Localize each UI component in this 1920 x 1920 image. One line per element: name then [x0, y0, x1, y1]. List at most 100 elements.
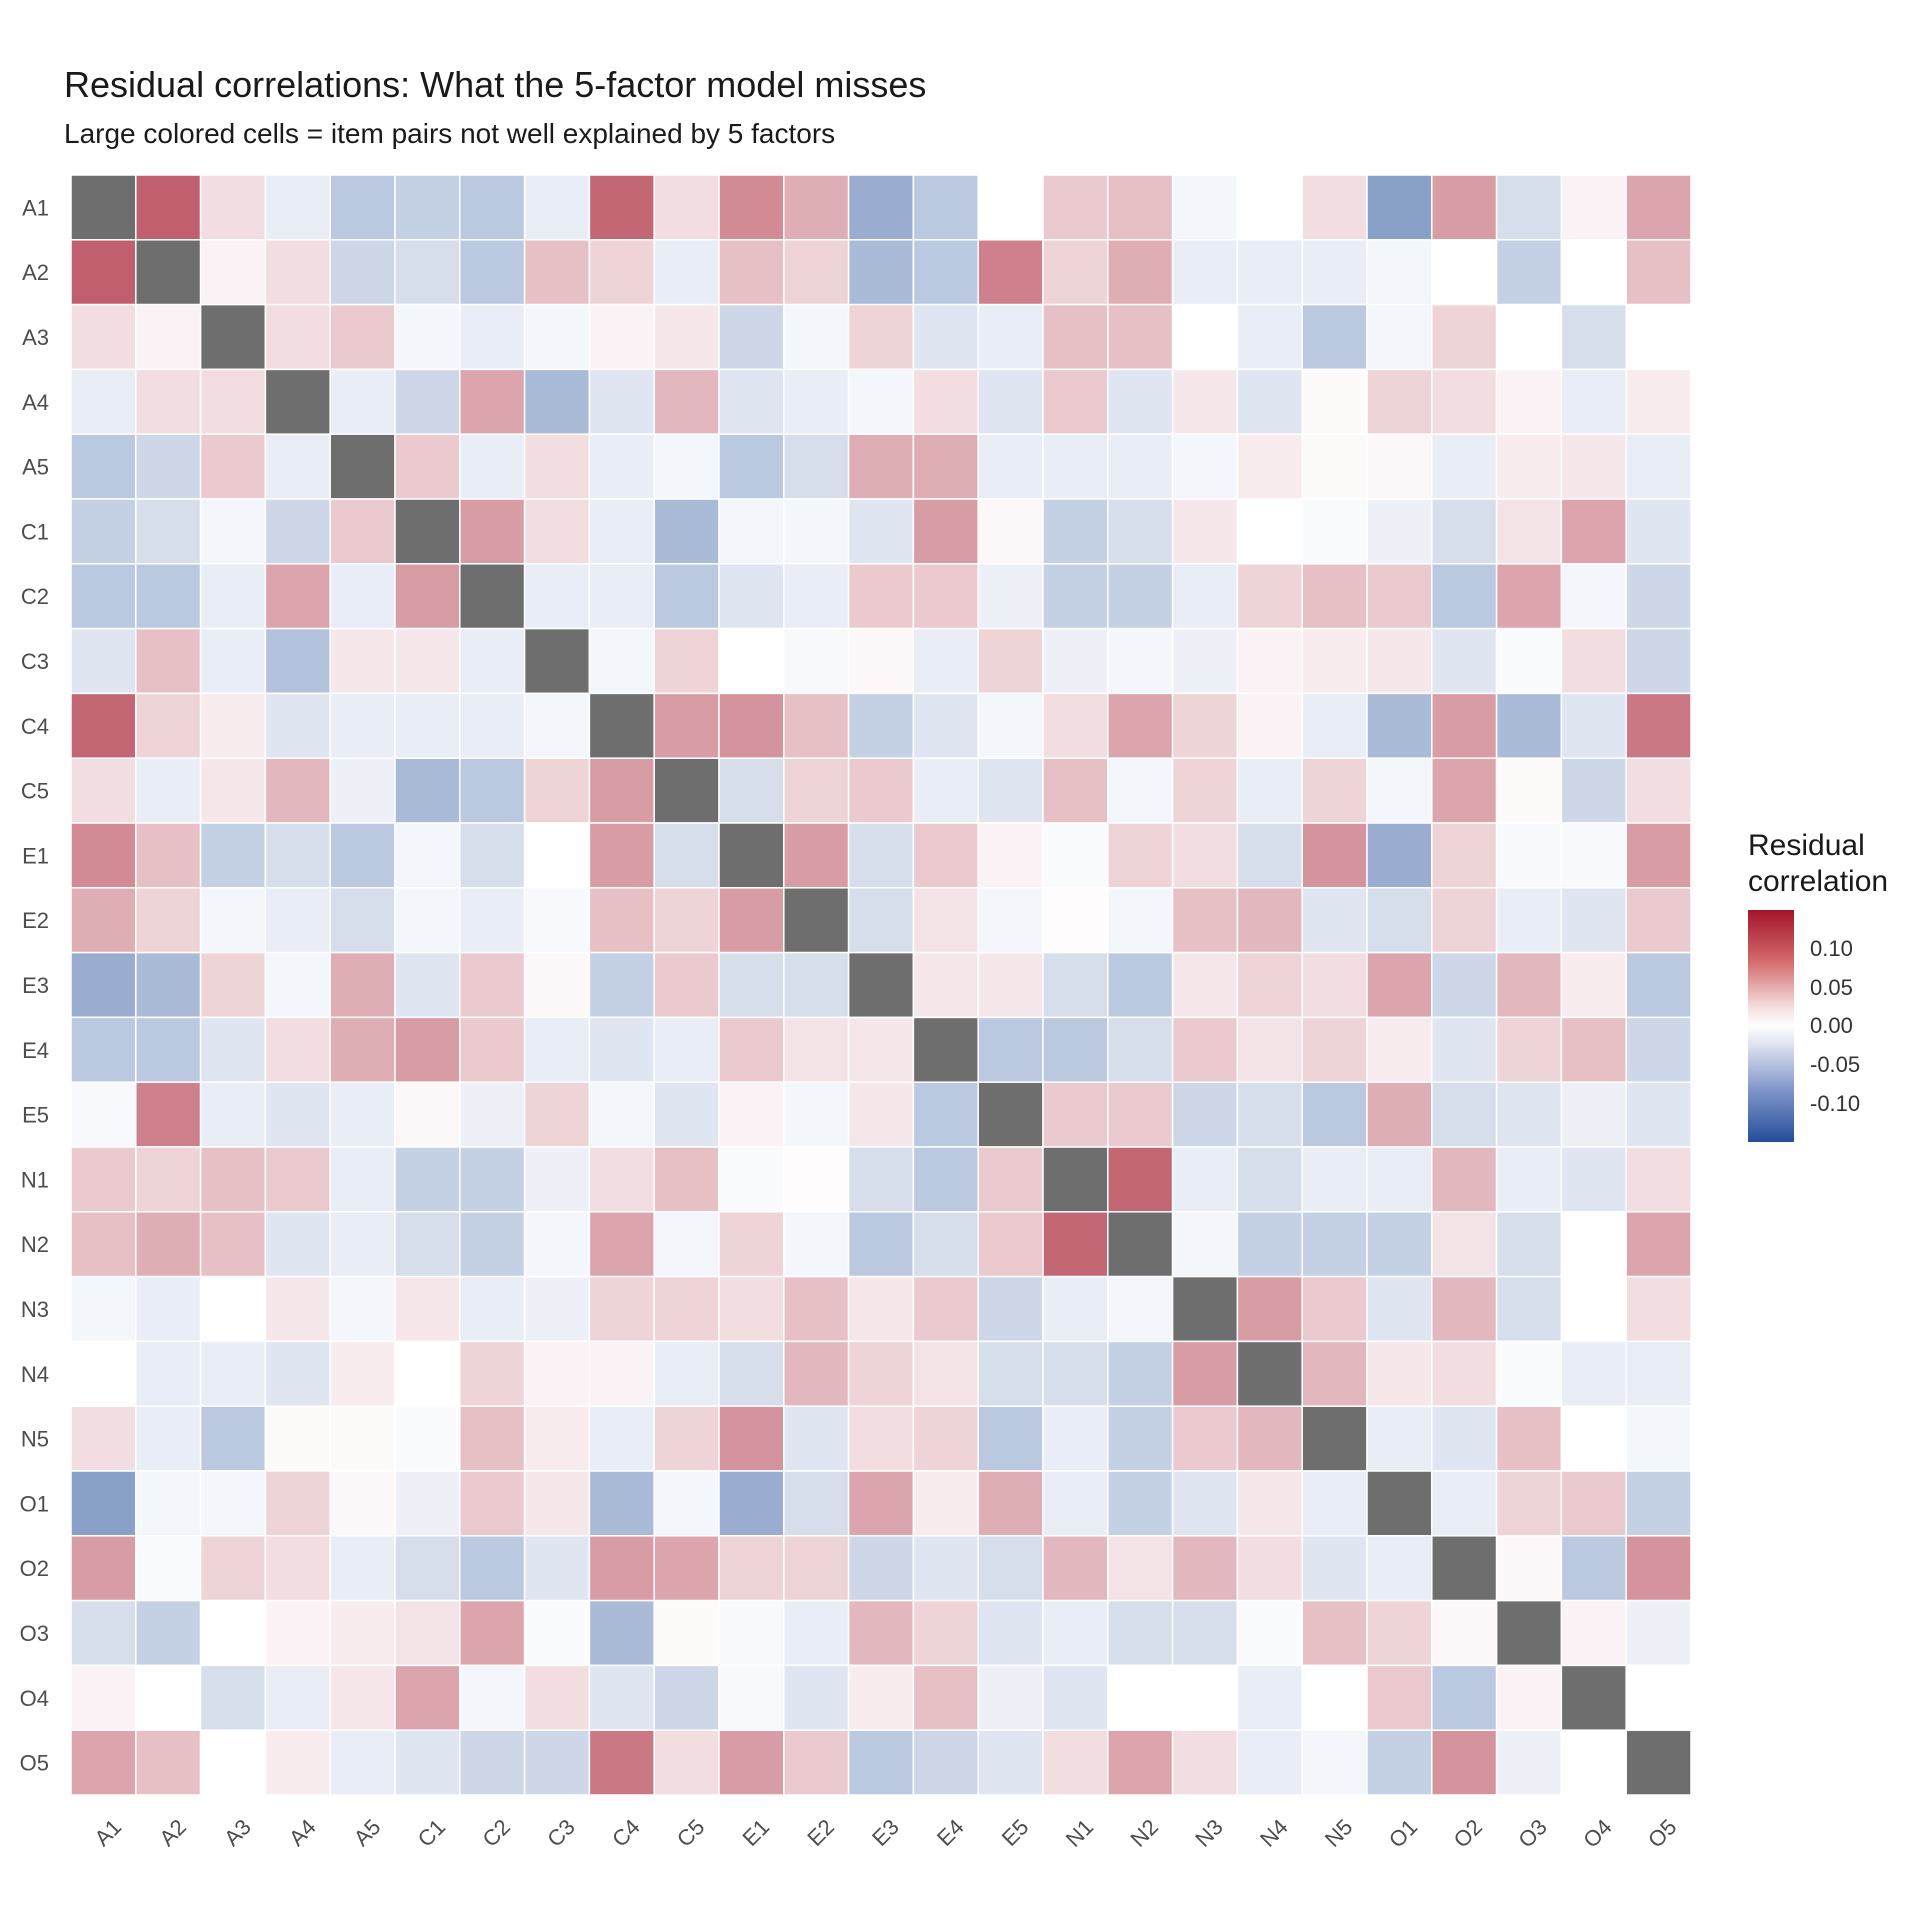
heatmap-cell-E3-A2: [135, 951, 202, 1019]
heatmap-cell-N5-C1: [394, 1405, 461, 1472]
heatmap-cell-N3-E3: [847, 1275, 915, 1343]
heatmap-cell-O2-E1: [718, 1535, 785, 1602]
heatmap-cell-O4-E3: [847, 1664, 915, 1731]
y-tick-label-E3: E3: [22, 973, 49, 998]
heatmap-cell-O1-N1: [1042, 1470, 1109, 1537]
heatmap-cell-O4-O3: [1495, 1664, 1563, 1731]
heatmap-cell-O4-N2: [1107, 1664, 1174, 1731]
heatmap-cell-N2-A2: [135, 1211, 202, 1278]
heatmap-cell-E1-N2: [1107, 822, 1174, 889]
heatmap-cell-N3-C1: [394, 1275, 461, 1343]
heatmap-cell-E1-E2: [783, 822, 850, 889]
heatmap-cell-E5-N3: [1171, 1081, 1239, 1148]
heatmap-cell-O1-O4: [1560, 1470, 1627, 1537]
heatmap-cell-diagonal-E1: [718, 822, 785, 889]
heatmap-cell-A5-N3: [1171, 433, 1239, 500]
heatmap-cell-A2-N2: [1107, 239, 1174, 306]
heatmap-cell-C3-N4: [1236, 627, 1303, 695]
heatmap-cell-C3-E4: [912, 627, 979, 695]
heatmap-cell-E2-O3: [1495, 887, 1563, 954]
heatmap-cell-A3-N3: [1171, 303, 1239, 371]
heatmap-cell-E2-E5: [977, 887, 1044, 954]
heatmap-cell-N4-A4: [264, 1340, 331, 1407]
heatmap-cell-O1-E1: [718, 1470, 785, 1537]
heatmap-cell-A2-N5: [1301, 239, 1368, 306]
heatmap-cell-A5-N5: [1301, 433, 1368, 500]
heatmap-cell-E5-C5: [653, 1081, 720, 1148]
heatmap-cell-O3-E2: [783, 1599, 850, 1667]
heatmap-cell-N1-N3: [1171, 1146, 1239, 1213]
y-tick-label-O4: O4: [20, 1686, 49, 1711]
x-tick-label-A5: A5: [349, 1814, 386, 1851]
heatmap-cell-A2-A1: [70, 239, 137, 306]
heatmap-cell-E4-N1: [1042, 1016, 1109, 1083]
heatmap-cell-O3-A2: [135, 1599, 202, 1667]
heatmap-cell-E4-C3: [523, 1016, 591, 1083]
heatmap-cell-N4-C2: [459, 1340, 526, 1407]
y-tick-label-N4: N4: [21, 1362, 49, 1387]
x-tick-label-A4: A4: [284, 1814, 321, 1851]
heatmap-cell-C4-E2: [783, 692, 850, 759]
heatmap-cell-O4-N3: [1171, 1664, 1239, 1731]
heatmap-cell-A4-C1: [394, 368, 461, 435]
heatmap-cell-diagonal-C5: [653, 757, 720, 824]
legend-tick-label: -0.05: [1810, 1052, 1861, 1077]
heatmap-cell-O3-C5: [653, 1599, 720, 1667]
heatmap-cell-E1-N3: [1171, 822, 1239, 889]
x-tick-label-E5: E5: [997, 1814, 1034, 1851]
heatmap-cell-O1-N3: [1171, 1470, 1239, 1537]
heatmap-cell-N4-C4: [588, 1340, 655, 1407]
heatmap-cell-O2-E3: [847, 1535, 915, 1602]
heatmap-cell-C3-E3: [847, 627, 915, 695]
heatmap-cell-A3-A2: [135, 303, 202, 371]
heatmap-cell-C2-O3: [1495, 563, 1563, 630]
heatmap-cell-A5-A4: [264, 433, 331, 500]
heatmap-cell-N5-A5: [329, 1405, 396, 1472]
heatmap-cell-C3-N3: [1171, 627, 1239, 695]
heatmap-cell-A2-O3: [1495, 239, 1563, 306]
heatmap-cell-E4-O2: [1431, 1016, 1498, 1083]
heatmap-cell-A4-E5: [977, 368, 1044, 435]
heatmap-cell-N2-E5: [977, 1211, 1044, 1278]
heatmap-cell-O4-N4: [1236, 1664, 1303, 1731]
legend-tick-mark: [1794, 1025, 1802, 1027]
heatmap-cell-N4-C3: [523, 1340, 591, 1407]
heatmap-cell-C1-A5: [329, 498, 396, 565]
heatmap-cell-E3-O1: [1366, 951, 1433, 1019]
heatmap-cell-diagonal-N1: [1042, 1146, 1109, 1213]
heatmap-cell-E1-E4: [912, 822, 979, 889]
heatmap-cell-A3-O2: [1431, 303, 1498, 371]
heatmap-cell-E2-A4: [264, 887, 331, 954]
heatmap-cell-N5-O2: [1431, 1405, 1498, 1472]
heatmap-cell-C1-E5: [977, 498, 1044, 565]
heatmap-cell-C5-N1: [1042, 757, 1109, 824]
heatmap-cell-O3-E1: [718, 1599, 785, 1667]
x-tick-label-E1: E1: [738, 1814, 775, 1851]
heatmap-cell-N2-A5: [329, 1211, 396, 1278]
heatmap-cell-C1-E1: [718, 498, 785, 565]
heatmap-cell-E1-A1: [70, 822, 137, 889]
heatmap-cell-A2-O4: [1560, 239, 1627, 306]
heatmap-cell-O1-N4: [1236, 1470, 1303, 1537]
heatmap-cell-E5-A1: [70, 1081, 137, 1148]
y-tick-label-N2: N2: [21, 1232, 49, 1257]
heatmap-cell-N3-A3: [199, 1275, 267, 1343]
heatmap-cell-N1-N4: [1236, 1146, 1303, 1213]
heatmap-cell-A1-A5: [329, 174, 396, 241]
heatmap-cell-O3-A5: [329, 1599, 396, 1667]
legend-title-line2: correlation: [1748, 865, 1889, 898]
heatmap-cell-A4-C2: [459, 368, 526, 435]
heatmap-cell-N3-O1: [1366, 1275, 1433, 1343]
heatmap-cell-A1-O5: [1625, 174, 1692, 241]
heatmap-cell-C1-N5: [1301, 498, 1368, 565]
heatmap-cell-N1-E5: [977, 1146, 1044, 1213]
heatmap-cell-A4-E2: [783, 368, 850, 435]
heatmap-cell-O4-N5: [1301, 1664, 1368, 1731]
heatmap-cell-C2-E3: [847, 563, 915, 630]
x-tick-label-E4: E4: [932, 1814, 969, 1851]
heatmap-cell-E2-C5: [653, 887, 720, 954]
heatmap-cell-C2-A4: [264, 563, 331, 630]
heatmap-cell-diagonal-A2: [135, 239, 202, 306]
heatmap-cell-N5-O5: [1625, 1405, 1692, 1472]
heatmap-cell-N1-E2: [783, 1146, 850, 1213]
